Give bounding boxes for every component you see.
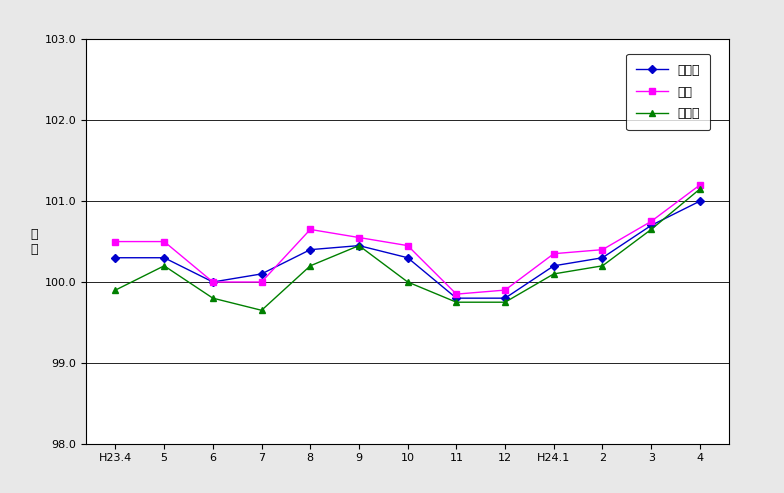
松阪市 <box>403 279 412 285</box>
三重県 <box>500 295 510 301</box>
Line: 津市: 津市 <box>113 182 702 297</box>
三重県 <box>549 263 558 269</box>
三重県 <box>209 279 218 285</box>
三重県 <box>111 255 120 261</box>
松阪市 <box>111 287 120 293</box>
三重県 <box>695 198 705 204</box>
松阪市 <box>549 271 558 277</box>
Line: 三重県: 三重県 <box>113 198 702 301</box>
松阪市 <box>159 263 169 269</box>
津市 <box>597 246 607 252</box>
松阪市 <box>306 263 315 269</box>
Line: 松阪市: 松阪市 <box>112 185 703 314</box>
津市 <box>306 226 315 232</box>
三重県 <box>647 222 656 228</box>
津市 <box>354 235 364 241</box>
松阪市 <box>695 186 705 192</box>
松阪市 <box>209 295 218 301</box>
松阪市 <box>257 307 267 313</box>
松阪市 <box>597 263 607 269</box>
津市 <box>452 291 461 297</box>
三重県 <box>306 246 315 252</box>
三重県 <box>354 243 364 248</box>
津市 <box>647 218 656 224</box>
三重県 <box>597 255 607 261</box>
三重県 <box>452 295 461 301</box>
Y-axis label: 指
数: 指 数 <box>30 228 38 255</box>
津市 <box>403 243 412 248</box>
津市 <box>695 182 705 188</box>
Legend: 三重県, 津市, 松阪市: 三重県, 津市, 松阪市 <box>626 54 710 130</box>
三重県 <box>403 255 412 261</box>
津市 <box>500 287 510 293</box>
松阪市 <box>647 226 656 232</box>
三重県 <box>257 271 267 277</box>
津市 <box>257 279 267 285</box>
三重県 <box>159 255 169 261</box>
松阪市 <box>354 243 364 248</box>
津市 <box>209 279 218 285</box>
松阪市 <box>452 299 461 305</box>
津市 <box>111 239 120 245</box>
松阪市 <box>500 299 510 305</box>
津市 <box>549 251 558 257</box>
津市 <box>159 239 169 245</box>
